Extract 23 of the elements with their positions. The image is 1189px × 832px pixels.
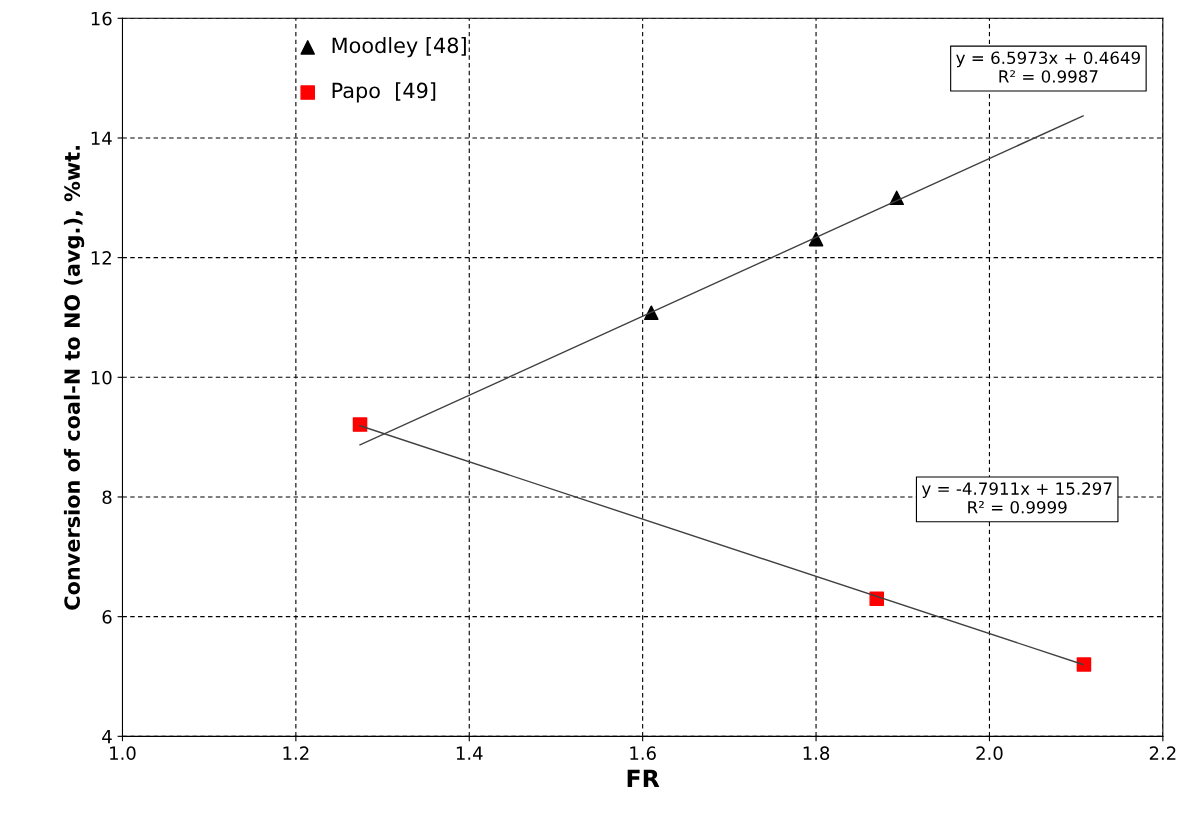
y-tick-label: 4 [102, 730, 112, 744]
x-axis-title: FR [627, 769, 660, 788]
point [1076, 657, 1092, 672]
x-tick-label: 2.2 [1149, 746, 1176, 760]
x-tick-label: 2.0 [976, 746, 1003, 761]
y-tick-label: 10 [91, 370, 112, 385]
y-tick-label: 12 [91, 251, 111, 265]
x-tick-label: 1.4 [456, 746, 483, 760]
point [352, 417, 368, 432]
x-tick-label: 1.8 [803, 746, 830, 761]
y-axis-title: Conversion of coal-N to NO (avg.), %wt. [63, 146, 85, 610]
annotation: y = 6.5973x + 0.4649 R² = 0.9987 [956, 51, 1140, 83]
point [869, 591, 885, 606]
y-tick-label: 16 [91, 11, 112, 26]
annotation: y = -4.7911x + 15.297 R² = 0.9999 [921, 482, 1112, 514]
y-tick-label: 14 [91, 131, 112, 145]
y-tick-label: 8 [102, 490, 112, 505]
y-tick-label: 6 [102, 610, 112, 624]
legend-label: Papo [49] [332, 82, 436, 103]
x-tick-label: 1.2 [283, 746, 309, 760]
x-tick-label: 1.0 [110, 746, 136, 761]
legend-label: Moodley [48] [332, 37, 466, 58]
x-tick-label: 1.6 [630, 746, 656, 761]
